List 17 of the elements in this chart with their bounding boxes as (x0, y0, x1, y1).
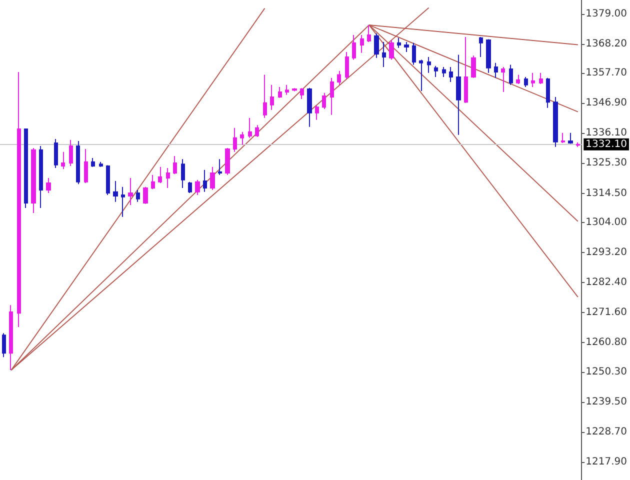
y-tick-label: 1357.70 (586, 68, 628, 79)
y-tick-label: 1239.50 (586, 396, 628, 408)
y-tick-label: 1379.00 (586, 8, 628, 20)
y-tick-label: 1271.60 (586, 307, 628, 318)
y-tick-label: 1368.20 (586, 38, 628, 50)
y-tick-label: 1293.20 (586, 247, 628, 258)
ref-line-label: 1332.10 (586, 138, 628, 150)
y-tick-label: 1325.30 (586, 158, 628, 169)
y-tick-label: 1228.70 (586, 426, 628, 438)
y-tick-label: 1260.80 (586, 337, 628, 348)
y-tick-label: 1250.30 (586, 366, 628, 378)
y-tick-label: 1282.40 (586, 277, 628, 288)
y-tick-label: 1314.50 (586, 188, 628, 199)
y-tick-label: 1346.90 (586, 98, 628, 109)
y-tick-label: 1217.90 (586, 456, 628, 468)
y-tick-label: 1304.00 (586, 216, 628, 228)
y-tick-label: 1336.10 (586, 128, 628, 139)
